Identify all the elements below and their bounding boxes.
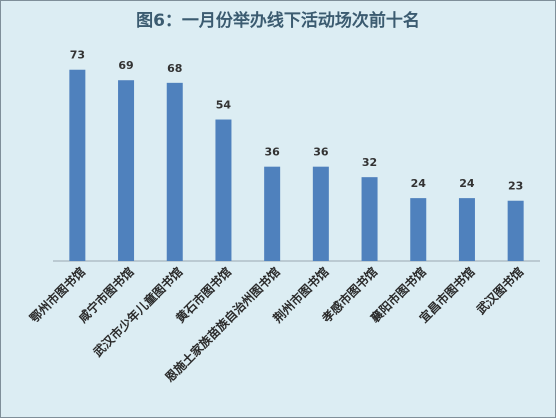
value-label: 24	[459, 177, 475, 190]
value-label: 23	[508, 180, 523, 193]
value-label: 24	[411, 177, 427, 190]
value-label: 36	[313, 146, 329, 159]
value-label: 69	[118, 59, 133, 72]
bar	[361, 177, 378, 261]
value-label: 68	[167, 62, 182, 75]
value-label: 73	[70, 49, 85, 62]
value-label: 36	[264, 146, 280, 159]
bar	[215, 119, 232, 262]
bar	[118, 80, 135, 261]
bar	[69, 69, 86, 262]
bar	[410, 198, 427, 261]
value-label: 32	[362, 156, 377, 169]
bar	[312, 166, 329, 261]
bar	[166, 82, 183, 261]
value-label: 54	[216, 99, 232, 112]
bar	[264, 166, 281, 261]
bar	[458, 198, 475, 261]
bar	[507, 200, 524, 261]
chart-title: 图6：一月份举办线下活动场次前十名	[136, 10, 420, 31]
